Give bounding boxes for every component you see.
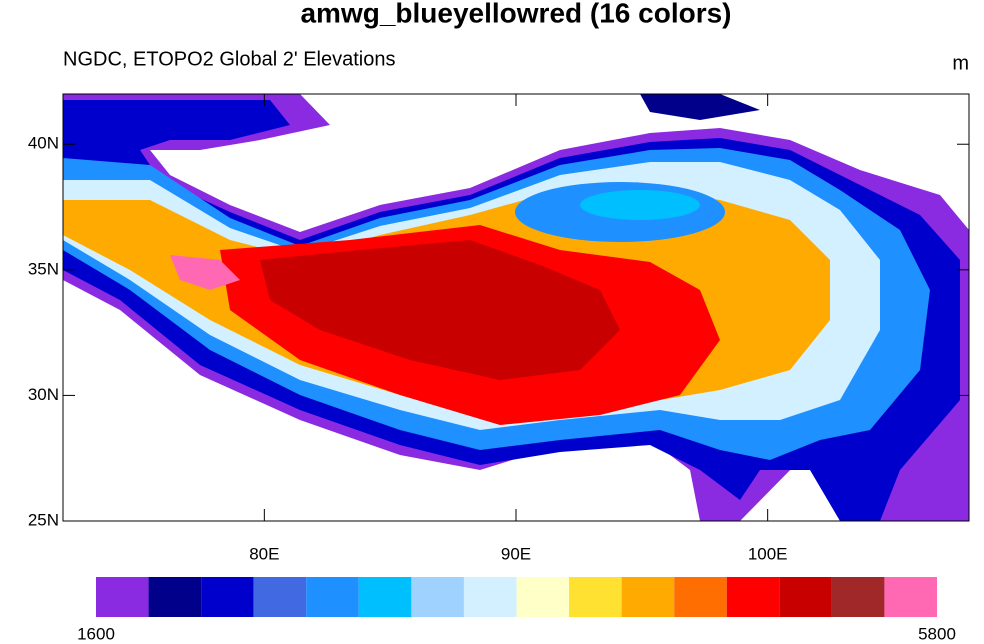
colorbar-box [358, 577, 412, 617]
terrain-plateau-core [260, 240, 620, 380]
lon-tick-label: 80E [249, 544, 279, 563]
colorbar-box [463, 577, 517, 617]
lat-tick-label: 40N [28, 134, 59, 153]
terrain-peaks [170, 255, 240, 290]
colorbar-label: 5800 [918, 624, 956, 643]
terrain-northeast [640, 94, 760, 120]
colorbar-box [516, 577, 570, 617]
colorbar-box [148, 577, 202, 617]
colorbar-box [674, 577, 727, 617]
elevation-field [63, 94, 969, 521]
colorbar-box [726, 577, 780, 617]
lat-tick-label: 30N [28, 385, 59, 404]
title: amwg_blueyellowred (16 colors) [300, 0, 731, 28]
colorbar-box [884, 577, 937, 617]
units: m [952, 52, 969, 74]
lon-tick-label: 90E [501, 544, 531, 563]
subtitle: NGDC, ETOPO2 Global 2' Elevations [63, 48, 395, 70]
qaidam-basin-center [580, 190, 700, 220]
colorbar-box [779, 577, 832, 617]
lat-tick-label: 35N [28, 259, 59, 278]
colorbar-box [306, 577, 359, 617]
colorbar-box [96, 577, 149, 617]
colorbar-box [831, 577, 885, 617]
colorbar-box [411, 577, 464, 617]
colorbar-box [621, 577, 675, 617]
colorbar-label: 1600 [77, 624, 115, 643]
colorbar: 1600 5800 [77, 577, 956, 643]
colorbar-box [569, 577, 622, 617]
axes: 25N 30N 35N 40N 80E 90E 100E [28, 94, 969, 563]
lat-tick-label: 25N [28, 510, 59, 529]
colorbar-box [201, 577, 254, 617]
lon-tick-label: 100E [748, 544, 788, 563]
colorbar-box [253, 577, 307, 617]
